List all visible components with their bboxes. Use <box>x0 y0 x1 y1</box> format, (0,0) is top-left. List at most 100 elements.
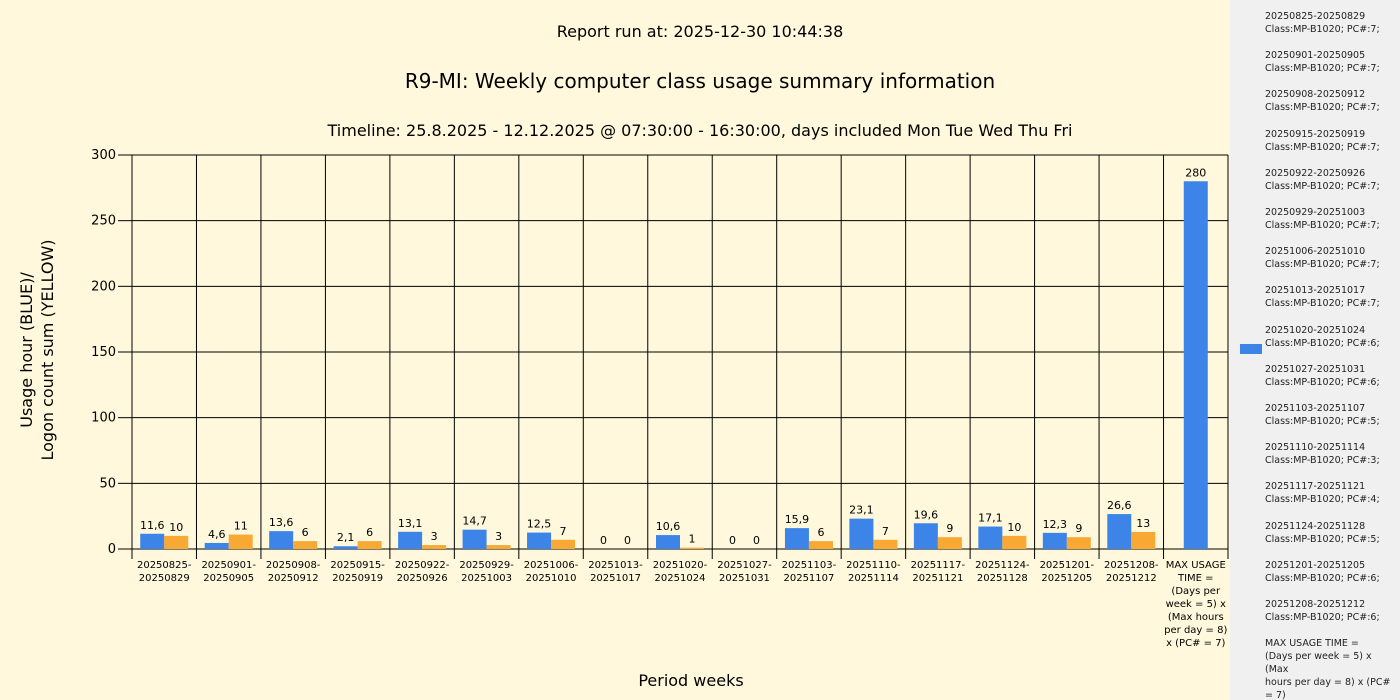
y-tick-label: 150 <box>91 345 116 360</box>
bar-series-2 <box>164 535 189 549</box>
y-tick-label: 50 <box>99 476 116 491</box>
chart-title: R9-MI: Weekly computer class usage summa… <box>404 69 996 93</box>
bar-series-2 <box>293 541 318 549</box>
bar-series-2 <box>422 545 447 549</box>
legend-entry: 20251020-20251024 Class:MP-B1020; PC#:6; <box>1265 324 1395 350</box>
data-label: 26,6 <box>1107 499 1132 512</box>
bar-series-1 <box>1183 181 1208 549</box>
x-tick-label: 20251208-20251212 <box>1104 560 1159 584</box>
bar-series-2 <box>808 541 833 549</box>
legend-entry: 20251006-20251010 Class:MP-B1020; PC#:7; <box>1265 245 1395 271</box>
legend-entry: 20251013-20251017 Class:MP-B1020; PC#:7; <box>1265 284 1395 310</box>
legend-entry-line: Class:MP-B1020; PC#:3; <box>1265 455 1380 467</box>
data-label: 0 <box>753 534 760 547</box>
y-axis-label: Usage hour (BLUE)/Logon count sum (YELLO… <box>17 239 57 460</box>
x-tick-label: 20251020-20251024 <box>653 560 708 584</box>
data-label: 15,9 <box>785 513 810 526</box>
x-tick-label: 20250922-20250926 <box>395 560 450 584</box>
legend-entry-line: 20251013-20251017 <box>1265 285 1366 297</box>
legend-entry-line: Class:MP-B1020; PC#:7; <box>1265 259 1380 271</box>
legend-entry: 20250922-20250926 Class:MP-B1020; PC#:7; <box>1265 167 1395 193</box>
bar-series-1 <box>784 528 809 549</box>
x-tick-label: 20251103-20251107 <box>782 560 837 584</box>
chart-subtitle: Timeline: 25.8.2025 - 12.12.2025 @ 07:30… <box>327 121 1073 140</box>
legend-entry: 20250825-20250829 Class:MP-B1020; PC#:7; <box>1265 10 1395 36</box>
report-run-timestamp: Report run at: 2025-12-30 10:44:38 <box>556 22 844 41</box>
legend-entry-line: Class:MP-B1020; PC#:6; <box>1265 572 1380 584</box>
legend-entry-line: (Days per week = 5) x (Max <box>1265 651 1372 676</box>
legend-entry-line: Class:MP-B1020; PC#:6; <box>1265 376 1380 388</box>
legend-entry-line: Class:MP-B1020; PC#:6; <box>1265 337 1380 349</box>
data-label: 9 <box>946 522 953 535</box>
legend-entry-line: 20251006-20251010 <box>1265 246 1366 258</box>
legend-entry-line: Class:MP-B1020; PC#:7; <box>1265 102 1380 114</box>
legend-entry-line: Class:MP-B1020; PC#:7; <box>1265 180 1380 192</box>
legend-entry: 20250901-20250905 Class:MP-B1020; PC#:7; <box>1265 49 1395 75</box>
y-tick-label: 250 <box>91 214 116 229</box>
data-label: 6 <box>302 526 309 539</box>
legend-entry: MAX USAGE TIME = (Days per week = 5) x (M… <box>1265 637 1395 700</box>
data-label: 19,6 <box>914 508 939 521</box>
data-label: 10 <box>1007 521 1021 534</box>
data-label: 23,1 <box>849 504 874 517</box>
bar-series-1 <box>462 529 487 549</box>
legend-entry: 20251110-20251114 Class:MP-B1020; PC#:3; <box>1265 441 1395 467</box>
x-tick-label: 20251201-20251205 <box>1040 560 1095 584</box>
data-label: 17,1 <box>978 512 1003 525</box>
legend-entry: 20251103-20251107 Class:MP-B1020; PC#:5; <box>1265 402 1395 428</box>
legend-entry-line: Class:MP-B1020; PC#:7; <box>1265 220 1380 231</box>
x-tick-label: 20250915-20250919 <box>330 560 385 584</box>
data-label: 3 <box>431 530 438 543</box>
y-tick-label: 100 <box>91 411 116 426</box>
x-tick-label: 20251117-20251121 <box>911 560 966 584</box>
bar-series-2 <box>551 539 576 549</box>
legend-entry: 20251027-20251031 Class:MP-B1020; PC#:6; <box>1265 363 1395 389</box>
data-label: 6 <box>817 526 824 539</box>
legend-swatch <box>1240 344 1262 354</box>
legend-entry-line: 20251201-20251205 <box>1265 559 1366 571</box>
legend-entry: 20250915-20250919 Class:MP-B1020; PC#:7; <box>1265 128 1395 154</box>
bar-series-2 <box>1066 537 1091 549</box>
x-tick-label: 20250929-20251003 <box>459 560 514 584</box>
data-label: 13,1 <box>398 517 423 530</box>
bar-series-1 <box>140 533 165 549</box>
x-tick-label: 20251027-20251031 <box>717 560 772 584</box>
legend-entry-line: 20250915-20250919 <box>1265 128 1366 140</box>
x-tick-label: 20250825-20250829 <box>137 560 192 584</box>
legend-entry: 20251117-20251121 Class:MP-B1020; PC#:4; <box>1265 480 1395 506</box>
legend-entry: 20251208-20251212 Class:MP-B1020; PC#:6; <box>1265 598 1395 624</box>
bar-series-2 <box>937 537 962 549</box>
data-label: 7 <box>560 525 567 538</box>
bar-series-1 <box>269 531 294 549</box>
legend-entry-line: MAX USAGE TIME = <box>1265 638 1359 650</box>
data-label: 0 <box>729 534 736 547</box>
data-label: 0 <box>600 534 607 547</box>
x-tick-label: 20251110-20251114 <box>846 560 901 584</box>
data-label: 9 <box>1075 522 1082 535</box>
legend-entry-line: 20251110-20251114 <box>1265 442 1366 454</box>
bar-series-2 <box>486 545 511 549</box>
data-label: 7 <box>882 525 889 538</box>
data-label: 6 <box>366 526 373 539</box>
bar-series-1 <box>398 531 423 549</box>
x-tick-label: MAX USAGE TIME = (Days per week = 5) x (Max … <box>1164 560 1227 649</box>
x-tick-label: 20250908-20250912 <box>266 560 321 584</box>
x-tick-label: 20251124-20251128 <box>975 560 1030 584</box>
legend-entry-line: 20250901-20250905 <box>1265 50 1366 62</box>
data-label: 13,6 <box>269 516 294 529</box>
bar-series-1 <box>849 518 874 549</box>
bar-series-1 <box>656 535 680 549</box>
y-tick-label: 300 <box>91 148 116 163</box>
y-tick-label: 0 <box>108 542 116 557</box>
legend-entry-line: hours per day = 8) x (PC# <box>1265 677 1391 689</box>
legend-entry-line: 20251117-20251121 <box>1265 481 1366 493</box>
y-tick-label: 200 <box>91 279 116 294</box>
x-tick-label: 20251013-20251017 <box>588 560 643 584</box>
x-tick-label: 20251006-20251010 <box>524 560 579 584</box>
x-axis-label: Period weeks <box>638 671 743 690</box>
bar-series-1 <box>913 523 938 549</box>
legend-entry-line: = 7) <box>1265 690 1286 700</box>
legend-entry-line: Class:MP-B1020; PC#:5; <box>1265 533 1380 545</box>
data-label: 11 <box>234 520 248 533</box>
